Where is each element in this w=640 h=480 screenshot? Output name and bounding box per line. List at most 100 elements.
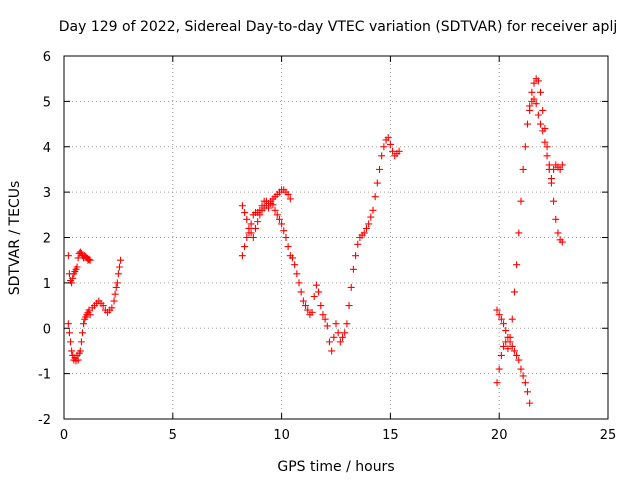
data-point — [110, 297, 118, 305]
data-point — [510, 347, 518, 355]
data-point — [280, 227, 288, 235]
series-arc-3a — [493, 306, 534, 407]
x-tick-label: 5 — [169, 428, 177, 443]
chart-title: Day 129 of 2022, Sidereal Day-to-day VTE… — [59, 19, 617, 35]
y-axis-label: SDTVAR / TECUs — [7, 181, 23, 296]
data-point — [360, 229, 368, 237]
data-point — [530, 95, 538, 103]
data-point — [523, 120, 531, 128]
data-point — [347, 283, 355, 291]
data-point — [251, 224, 259, 232]
data-point — [85, 255, 93, 263]
data-point — [238, 252, 246, 260]
data-point — [558, 238, 566, 246]
data-point — [67, 338, 75, 346]
data-point — [528, 88, 536, 96]
data-point — [321, 315, 329, 323]
data-point — [336, 338, 344, 346]
data-point — [288, 254, 296, 262]
data-point — [497, 351, 505, 359]
data-point — [517, 197, 525, 205]
data-point — [556, 165, 564, 173]
y-tick-label: 1 — [43, 277, 51, 292]
data-point — [526, 106, 534, 114]
data-point — [500, 342, 508, 350]
data-point — [343, 320, 351, 328]
data-point — [521, 143, 529, 151]
data-point — [369, 206, 377, 214]
data-point — [86, 256, 94, 264]
data-point — [532, 100, 540, 108]
data-point — [265, 204, 273, 212]
data-point — [295, 279, 303, 287]
y-tick-label: 3 — [43, 186, 51, 201]
data-point — [271, 206, 279, 214]
x-tick-label: 0 — [60, 428, 68, 443]
data-point — [515, 356, 523, 364]
data-point — [308, 308, 316, 316]
data-point — [539, 127, 547, 135]
data-point — [256, 206, 264, 214]
data-point — [334, 329, 342, 337]
data-point — [395, 147, 403, 155]
data-point — [241, 243, 249, 251]
data-point — [493, 306, 501, 314]
data-point — [332, 320, 340, 328]
y-tick-label: 0 — [43, 322, 51, 337]
data-point — [493, 379, 501, 387]
series-arc-3b — [493, 75, 566, 387]
data-point — [325, 338, 333, 346]
data-point — [513, 351, 521, 359]
data-point — [519, 372, 527, 380]
y-tick-label: -1 — [38, 368, 51, 383]
data-point — [389, 147, 397, 155]
data-point — [502, 338, 510, 346]
data-point — [286, 195, 294, 203]
data-point — [508, 315, 516, 323]
series-arc-1b — [64, 256, 125, 365]
data-point — [310, 292, 318, 300]
data-point — [495, 311, 503, 319]
data-point — [80, 320, 88, 328]
data-point — [349, 265, 357, 273]
data-point — [543, 143, 551, 151]
data-point — [534, 77, 542, 85]
data-point — [113, 279, 121, 287]
data-point — [241, 209, 249, 217]
data-point — [537, 120, 545, 128]
series-arc-1a — [64, 248, 94, 287]
y-tick-label: -2 — [38, 413, 51, 428]
data-point — [78, 329, 86, 337]
data-point — [328, 347, 336, 355]
data-point — [543, 152, 551, 160]
data-point — [299, 297, 307, 305]
x-tick-label: 15 — [382, 428, 399, 443]
data-point — [64, 320, 72, 328]
data-point — [302, 302, 310, 310]
data-marks — [64, 75, 566, 407]
x-tick-label: 20 — [491, 428, 508, 443]
data-point — [502, 327, 510, 335]
series-arc-3c — [526, 95, 566, 183]
data-point — [380, 143, 388, 151]
x-axis-label: GPS time / hours — [277, 459, 394, 475]
data-point — [352, 252, 360, 260]
data-point — [108, 304, 116, 312]
data-point — [558, 161, 566, 169]
data-point — [76, 248, 84, 256]
data-point — [367, 213, 375, 221]
data-point — [362, 224, 370, 232]
data-point — [278, 220, 286, 228]
data-point — [284, 190, 292, 198]
data-point — [282, 234, 290, 241]
data-point — [552, 215, 560, 223]
data-point — [384, 134, 392, 142]
data-point — [508, 342, 516, 350]
data-point — [386, 140, 394, 148]
data-point — [371, 193, 379, 201]
data-point — [86, 311, 94, 319]
data-point — [530, 79, 538, 87]
data-point — [243, 215, 251, 223]
